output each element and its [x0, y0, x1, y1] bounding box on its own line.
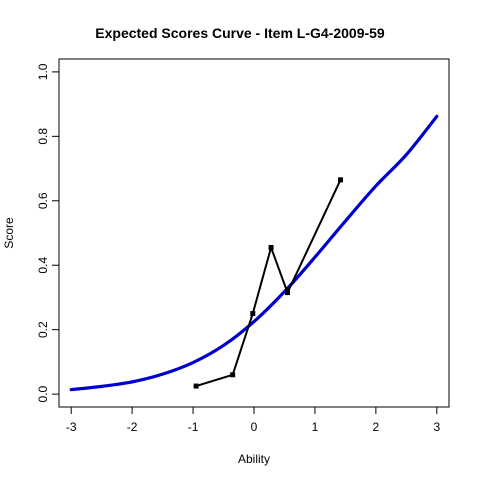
plot-frame [58, 58, 450, 408]
observed-score-point [268, 245, 274, 250]
x-tick-label: -1 [188, 420, 199, 434]
x-tick-label: 0 [251, 420, 258, 434]
y-tick-label: 0.0 [36, 385, 50, 402]
observed-score-point [230, 372, 236, 378]
expected-score-curve [69, 114, 439, 392]
x-tick-label: 1 [312, 420, 319, 434]
observed-score-point [338, 177, 344, 183]
y-tick-label: 0.2 [36, 321, 50, 338]
observed-score-point [193, 383, 199, 389]
series-layer [69, 114, 439, 392]
observed-score-line [195, 179, 342, 388]
x-tick-label: -3 [66, 420, 77, 434]
x-axis: -3 -2 -1 0 1 2 3 [66, 407, 440, 434]
observed-score-point [285, 290, 291, 296]
chart-title: Expected Scores Curve - Item L-G4-2009-5… [95, 25, 385, 41]
observed-score-point [250, 311, 256, 317]
y-tick-label: 0.8 [36, 128, 50, 145]
x-tick-label: 2 [373, 420, 380, 434]
y-tick-label: 1.0 [36, 63, 50, 80]
y-axis-label: Score [2, 217, 16, 249]
x-tick-label: -2 [127, 420, 138, 434]
x-axis-label: Ability [238, 452, 270, 466]
y-tick-label: 0.6 [36, 192, 50, 209]
y-axis: 0.0 0.2 0.4 0.6 0.8 1.0 [36, 63, 59, 402]
y-tick-label: 0.4 [36, 257, 50, 274]
x-tick-label: 3 [433, 420, 440, 434]
